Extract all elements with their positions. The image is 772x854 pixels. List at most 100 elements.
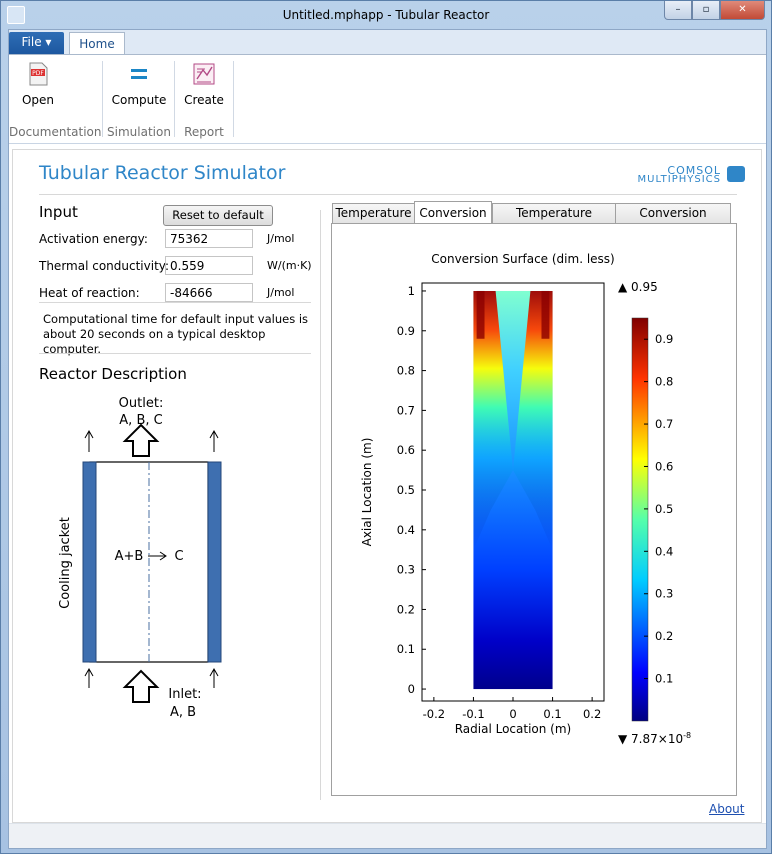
colorbar-tick-label: 0.7 [655,417,673,431]
inlet-species: A, B [170,705,196,720]
input-divider [39,302,311,303]
jacket-flow-arrowhead [84,429,94,439]
y-axis-label: Axial Location (m) [360,438,374,547]
jacket-flow-arrowhead [209,429,219,439]
thermal-conductivity-row: Thermal conductivity: 0.559 W/(m·K) [39,256,319,276]
group-label-report: Report [184,125,224,139]
thermal-conductivity-unit: W/(m·K) [267,259,312,272]
comsol-logo-mark [727,166,745,182]
heat-of-reaction-field[interactable]: -84666 [165,283,253,302]
ribbon-group-documentation: PDF Open Documentation [9,55,102,143]
tab-conversion-profiles[interactable]: Conversion Profiles [615,203,731,239]
main-panel: Tubular Reactor Simulator COMSOL MULTIPH… [12,149,762,823]
conversion-hot-band-left [473,290,513,550]
brand-line-2: MULTIPHYSICS [637,174,721,185]
open-button-label: Open [21,93,55,107]
window-title: Untitled.mphapp - Tubular Reactor [282,8,490,22]
colorbar [631,317,649,722]
colorbar-tick-label: 0.6 [655,459,673,473]
activation-energy-label: Activation energy: [39,232,148,246]
x-tick-label: 0.2 [583,707,601,721]
pdf-icon: PDF [25,61,51,87]
colorbar-tick-label: 0.1 [655,672,673,686]
heat-of-reaction-label: Heat of reaction: [39,286,140,300]
reaction-right: C [174,549,183,564]
conversion-surface-plot[interactable]: Conversion Surface (dim. less) -0.2 -0.1 0 0… [332,224,736,795]
cooling-jacket-label: Cooling jacket [58,517,73,609]
conversion-peak-left [476,290,485,339]
computation-note: Computational time for default input val… [43,312,309,356]
x-tick-label: -0.2 [423,707,445,721]
tab-conversion[interactable]: Conversion [414,201,492,223]
colorbar-tick-label: 0.3 [655,587,673,601]
ribbon: PDF Open Documentation Compute Simulatio… [9,54,766,144]
thermal-conductivity-field[interactable]: 0.559 [165,256,253,275]
y-tick-label: 0.2 [397,602,415,616]
cooling-jacket-left [82,461,97,663]
tab-temperature[interactable]: Temperature [332,203,415,223]
ribbon-group-report: Create Report [175,55,233,143]
inlet-label: Inlet: [168,687,201,702]
reactor-description-heading: Reactor Description [39,365,187,383]
outlet-label: Outlet: [119,396,164,411]
x-tick-label: 0.1 [543,707,561,721]
ribbon-divider [102,61,103,137]
svg-text:PDF: PDF [32,70,44,77]
x-tick-label: 0 [509,707,516,721]
activation-energy-row: Activation energy: 75362 J/mol [39,229,319,249]
y-tick-label: 0.8 [397,364,415,378]
create-report-button[interactable]: Create [175,61,233,107]
compute-button[interactable]: Compute [109,61,169,107]
client-area: File ▾ Home PDF Open Documentation [8,29,767,849]
tab-home[interactable]: Home [69,32,125,55]
app-icon [7,6,25,24]
colorbar-tick-label: 0.9 [655,332,673,346]
file-menu-button[interactable]: File ▾ [9,32,64,54]
y-tick-label: 0.4 [397,523,415,537]
group-label-documentation: Documentation [9,125,102,139]
reactor-diagram: Outlet: A, B, C A+B C Cooling jac [58,396,222,720]
min-value-label: ▼ 7.87×10-8 [618,731,691,746]
jacket-flow-arrowhead [209,667,219,677]
y-tick-label: 0.9 [397,324,415,338]
close-button[interactable]: ✕ [720,1,765,20]
colorbar-tick-label: 0.5 [655,502,673,516]
ribbon-tab-strip: File ▾ Home [9,30,766,55]
about-link[interactable]: About [709,802,745,816]
comsol-logo: COMSOL MULTIPHYSICS [623,164,747,186]
x-tick-label: -0.1 [462,707,484,721]
inlet-arrow [122,669,160,703]
reset-to-default-button[interactable]: Reset to default [163,205,273,226]
y-tick-label: 0.1 [397,642,415,656]
plot-title: Conversion Surface (dim. less) [431,252,614,266]
max-value-label: ▲ 0.95 [618,280,658,294]
ribbon-group-simulation: Compute Simulation [104,55,174,143]
activation-energy-field[interactable]: 75362 [165,229,253,248]
header-divider [39,194,737,195]
reaction-left: A+B [115,549,144,564]
plot-panel: Conversion Surface (dim. less) -0.2 -0.1 0 0… [331,223,737,796]
outlet-species: A, B, C [119,413,162,428]
y-tick-label: 0.3 [397,563,415,577]
brand-line-1: COMSOL [667,164,721,177]
tab-temperature-profiles[interactable]: Temperature Profiles [492,203,616,239]
create-button-label: Create [184,93,224,107]
column-divider [320,210,321,800]
group-label-simulation: Simulation [107,125,171,139]
note-divider [39,353,311,354]
minimize-button[interactable]: – [664,1,692,20]
conversion-hot-band-right [513,290,553,550]
compute-icon [126,61,152,87]
cooling-jacket-right [207,461,222,663]
heat-of-reaction-row: Heat of reaction: -84666 J/mol [39,283,319,303]
y-tick-label: 0 [408,682,415,696]
open-button[interactable]: PDF Open [9,61,67,107]
colorbar-tick-label: 0.2 [655,629,673,643]
status-bar [9,823,766,848]
y-tick-label: 0.6 [397,443,415,457]
restore-button[interactable]: ▫ [692,1,720,20]
outlet-arrow [122,423,160,457]
y-tick-label: 1 [408,284,415,298]
ribbon-divider [233,61,234,137]
